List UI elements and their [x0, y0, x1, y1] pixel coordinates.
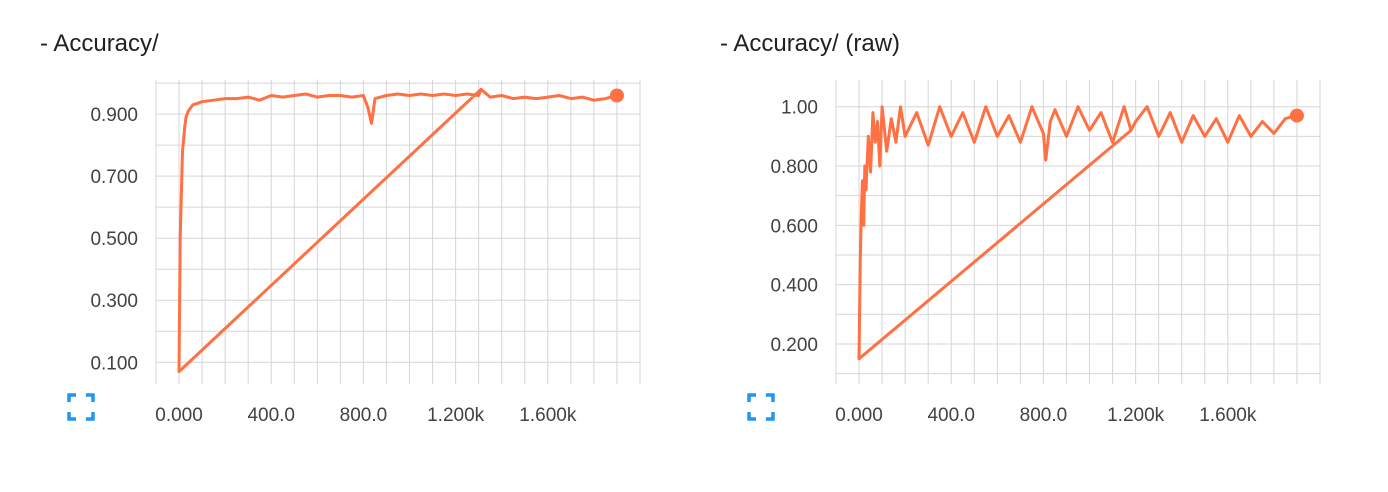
x-tick-label: 1.600k: [519, 405, 577, 426]
chart-panel-accuracy-raw: - Accuracy/ (raw) 0.200 0.400 0.600 0.800 1.…: [680, 0, 1360, 492]
chart-plot-accuracy: 0.100 0.300 0.500 0.700 0.900 0.000 400.0 800.…: [90, 80, 641, 426]
chart-panel-accuracy: - Accuracy/ 0.100 0.300 0.500 0.700 0.900 0.…: [0, 0, 680, 492]
x-axis-ticks: 0.000 400.0 800.0 1.200k 1.600k: [155, 405, 577, 426]
series-layer: [857, 105, 1304, 361]
x-tick-label: 400.0: [247, 405, 295, 426]
x-tick-label: 0.000: [155, 405, 203, 426]
x-tick-label: 800.0: [340, 405, 388, 426]
chart-title: - Accuracy/ (raw): [720, 30, 901, 57]
y-tick-label: 0.100: [90, 353, 138, 374]
y-tick-label: 0.800: [770, 157, 818, 178]
series-last-point: [609, 88, 624, 103]
y-tick-label: 0.600: [770, 216, 818, 237]
series-line: [177, 87, 618, 374]
y-tick-label: 1.00: [781, 98, 818, 119]
y-tick-label: 0.700: [90, 167, 138, 188]
y-axis-ticks: 0.200 0.400 0.600 0.800 1.00: [770, 98, 818, 356]
fullscreen-expand-icon[interactable]: [747, 393, 775, 421]
chart-title: - Accuracy/: [40, 30, 159, 57]
series-line: [857, 105, 1298, 361]
y-tick-label: 0.900: [90, 105, 138, 126]
x-tick-label: 1.600k: [1199, 405, 1257, 426]
fullscreen-expand-icon[interactable]: [67, 393, 95, 421]
series-layer: [177, 87, 624, 374]
y-tick-label: 0.400: [770, 276, 818, 297]
y-axis-ticks: 0.100 0.300 0.500 0.700 0.900: [90, 105, 138, 374]
x-tick-label: 1.200k: [427, 405, 485, 426]
grid: [835, 80, 1321, 384]
y-tick-label: 0.300: [90, 291, 138, 312]
x-tick-label: 800.0: [1020, 405, 1068, 426]
x-tick-label: 400.0: [927, 405, 975, 426]
series-last-point: [1289, 108, 1304, 123]
x-tick-label: 0.000: [835, 405, 883, 426]
grid: [155, 80, 641, 384]
y-tick-label: 0.500: [90, 229, 138, 250]
x-axis-ticks: 0.000 400.0 800.0 1.200k 1.600k: [835, 405, 1257, 426]
y-tick-label: 0.200: [770, 335, 818, 356]
x-tick-label: 1.200k: [1107, 405, 1165, 426]
chart-plot-accuracy-raw: 0.200 0.400 0.600 0.800 1.00 0.000 400.0 800.0…: [770, 80, 1321, 426]
